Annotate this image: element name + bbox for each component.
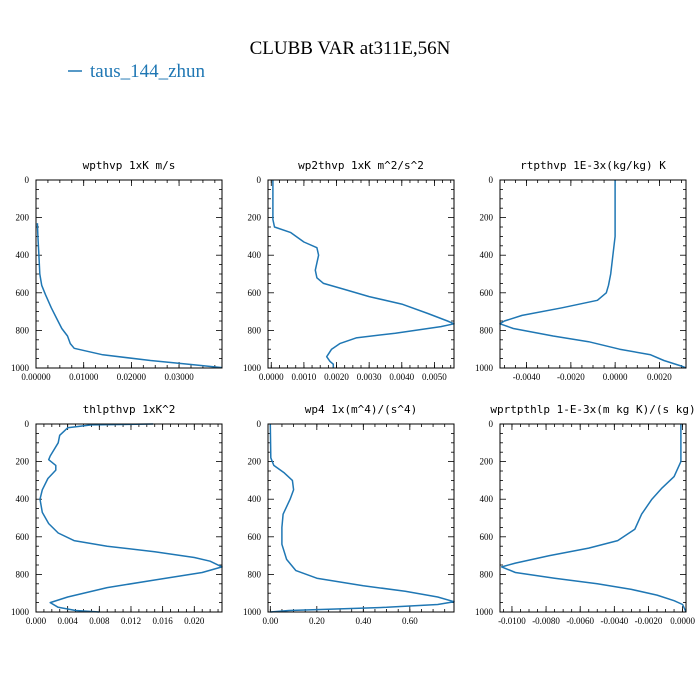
y-tick-label: 600 [16, 288, 30, 298]
axes-frame [35, 423, 223, 613]
x-tick-label: 0.0040 [389, 372, 414, 382]
y-tick-label: 800 [16, 569, 30, 579]
panel-1: wpthvp 1xK m/s 0.00000 0.01000 0.02000 0.030… [11, 159, 223, 382]
series-line [39, 423, 223, 613]
panel-title: wprtpthlp 1-E-3x(m kg K)/(s kg) [490, 403, 695, 416]
panel-title: rtpthvp 1E-3x(kg/kg) K [520, 159, 666, 172]
y-tick-label: 400 [16, 250, 30, 260]
y-tick-label: 800 [480, 325, 494, 335]
y-tick-label: 400 [248, 250, 262, 260]
x-tick-label: 0.0020 [647, 372, 672, 382]
panel-6: wprtpthlp 1-E-3x(m kg K)/(s kg) -0.0100 -0… [475, 403, 696, 626]
panel-2: wp2thvp 1xK m^2/s^2 0.0000 0.0010 0.0020 0.0… [243, 159, 455, 382]
y-tick-label: 600 [248, 288, 262, 298]
axes-frame [267, 423, 455, 613]
x-tick-label: 0.60 [402, 616, 418, 626]
y-tick-label: 0 [257, 175, 262, 185]
y-tick-label: 0 [489, 419, 494, 429]
x-tick-label: 0.0010 [292, 372, 317, 382]
y-tick-label: 400 [480, 494, 494, 504]
y-tick-label: 400 [248, 494, 262, 504]
x-tick-label: 0.0030 [357, 372, 382, 382]
y-tick-label: 1000 [475, 363, 494, 373]
panel-title: wp2thvp 1xK m^2/s^2 [298, 159, 424, 172]
x-tick-label: 0.020 [184, 616, 205, 626]
x-tick-label: -0.0040 [513, 372, 541, 382]
x-tick-label: 0.03000 [164, 372, 194, 382]
x-tick-label: -0.0020 [635, 616, 663, 626]
y-tick-label: 200 [480, 457, 494, 467]
y-tick-label: 200 [248, 213, 262, 223]
y-tick-label: 0 [25, 419, 30, 429]
y-tick-label: 800 [16, 325, 30, 335]
x-tick-label: 0.0000 [259, 372, 284, 382]
y-tick-label: 200 [480, 213, 494, 223]
y-tick-label: 1000 [243, 363, 262, 373]
axes-frame [35, 179, 223, 369]
x-tick-label: 0.40 [355, 616, 371, 626]
x-tick-label: -0.0100 [498, 616, 526, 626]
y-tick-label: 1000 [11, 607, 30, 617]
y-tick-label: 0 [257, 419, 262, 429]
series-line [272, 180, 455, 368]
legend: taus_144_zhun [68, 61, 206, 82]
series-line [499, 180, 687, 369]
x-tick-label: 0.0000 [603, 372, 628, 382]
x-tick-label: -0.0020 [557, 372, 585, 382]
x-tick-label: -0.0040 [600, 616, 628, 626]
y-tick-label: 400 [480, 250, 494, 260]
x-tick-label: -0.0060 [566, 616, 594, 626]
x-tick-label: 0.02000 [117, 372, 147, 382]
x-tick-label: -0.0080 [532, 616, 560, 626]
y-tick-label: 200 [16, 213, 30, 223]
axes-frame [267, 179, 455, 369]
panel-4: thlpthvp 1xK^2 0.000 0.004 0.008 0.012 0.016 0… [11, 403, 223, 626]
x-tick-label: 0.008 [89, 616, 110, 626]
y-tick-label: 600 [480, 288, 494, 298]
x-tick-label: 0.0050 [422, 372, 447, 382]
x-tick-label: 0.20 [309, 616, 325, 626]
series-line [500, 424, 687, 613]
x-tick-label: 0.00000 [21, 372, 51, 382]
y-tick-label: 1000 [243, 607, 262, 617]
y-tick-label: 800 [480, 569, 494, 579]
x-tick-label: 0.0020 [324, 372, 349, 382]
legend-label: taus_144_zhun [90, 61, 206, 82]
panel-3: rtpthvp 1E-3x(kg/kg) K -0.0040 -0.0020 0.00… [475, 159, 687, 382]
x-tick-label: 0.004 [58, 616, 79, 626]
series-line [36, 223, 223, 369]
y-tick-label: 800 [248, 569, 262, 579]
x-tick-label: 0.01000 [69, 372, 99, 382]
panel-title: wpthvp 1xK m/s [83, 159, 176, 172]
y-tick-label: 0 [489, 175, 494, 185]
y-tick-label: 200 [248, 457, 262, 467]
panel-5: wp4 1x(m^4)/(s^4) 0.00 0.20 0.40 0.60 0 200 400… [243, 403, 455, 626]
axes-frame [499, 179, 687, 369]
panel-title: thlpthvp 1xK^2 [83, 403, 176, 416]
y-tick-label: 600 [16, 532, 30, 542]
x-tick-label: 0.000 [26, 616, 47, 626]
x-tick-label: 0.016 [153, 616, 174, 626]
panels: wpthvp 1xK m/s0.00000 0.01000 0.02000 0.030… [11, 159, 696, 626]
y-tick-label: 1000 [475, 607, 494, 617]
figure-title: CLUBB VAR at311E,56N [250, 38, 451, 59]
y-tick-label: 0 [25, 175, 30, 185]
series-line [269, 423, 455, 613]
x-tick-label: 0.012 [121, 616, 141, 626]
x-tick-label: 0.0000 [670, 616, 695, 626]
y-tick-label: 200 [16, 457, 30, 467]
y-tick-label: 600 [248, 532, 262, 542]
x-tick-label: 0.00 [262, 616, 278, 626]
y-tick-label: 600 [480, 532, 494, 542]
y-tick-label: 1000 [11, 363, 30, 373]
axes-frame [499, 423, 687, 613]
y-tick-label: 400 [16, 494, 30, 504]
panel-title: wp4 1x(m^4)/(s^4) [305, 403, 418, 416]
y-tick-label: 800 [248, 325, 262, 335]
